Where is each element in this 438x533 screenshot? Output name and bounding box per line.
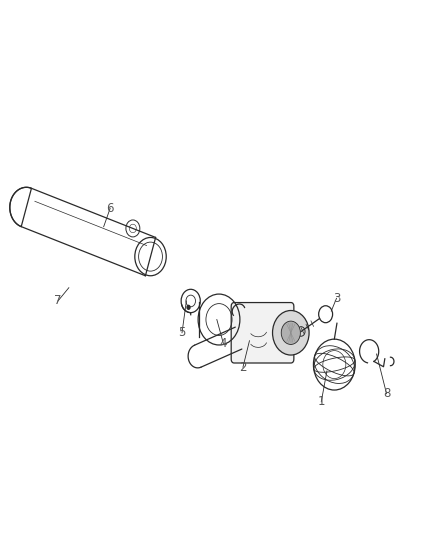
Text: 2: 2 (239, 361, 247, 374)
Text: 4: 4 (219, 337, 227, 350)
Text: 8: 8 (383, 387, 390, 400)
Circle shape (281, 321, 300, 344)
Circle shape (186, 305, 191, 310)
Text: 5: 5 (178, 326, 186, 340)
Text: 1: 1 (318, 395, 325, 408)
Text: 6: 6 (106, 201, 114, 215)
Text: 3: 3 (333, 292, 340, 305)
Circle shape (272, 311, 309, 355)
Text: 7: 7 (54, 294, 62, 308)
FancyBboxPatch shape (231, 303, 294, 363)
